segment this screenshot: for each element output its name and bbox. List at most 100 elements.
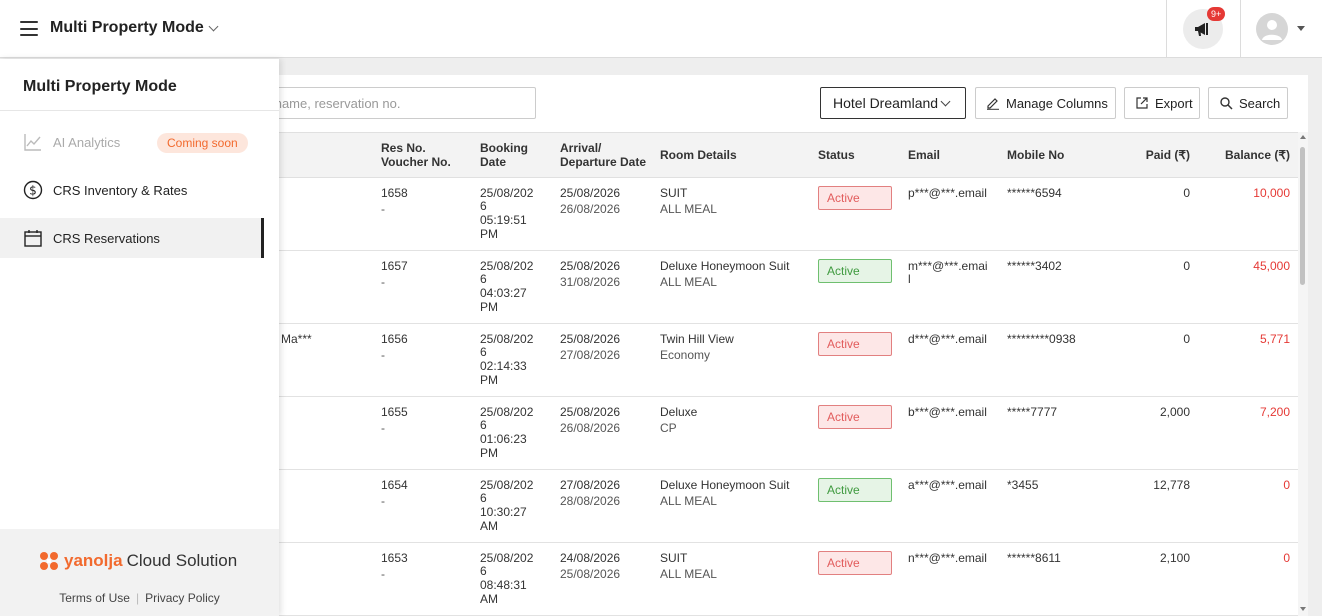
meal-plan: Economy	[660, 348, 711, 362]
booking-ampm: PM	[480, 227, 498, 241]
booking-date-cell: 25/08/202 6 05:19:51 PM	[480, 187, 533, 241]
arrival-departure-cell: 25/08/2026 26/08/2026	[560, 406, 620, 435]
res-no-cell: 1653 -	[381, 552, 408, 581]
booking-date-cell: 25/08/202 6 02:14:33 PM	[480, 333, 533, 387]
manage-columns-button[interactable]: Manage Columns	[975, 87, 1116, 119]
booking-time: 10:30:27	[480, 505, 527, 519]
departure-date: 27/08/2026	[560, 348, 621, 362]
pencil-icon	[987, 98, 999, 110]
terms-link[interactable]: Terms of Use	[59, 591, 130, 605]
table-row[interactable]: 1657-25/08/202 6 04:03:27 PM 25/08/2026 31/08…	[0, 251, 1298, 324]
column-header-label: Voucher No.	[381, 155, 451, 169]
meal-plan: ALL MEAL	[660, 275, 717, 289]
chart-line-icon	[24, 134, 41, 151]
res-no: 1658	[381, 186, 408, 200]
mobile-cell: *****7777	[1007, 405, 1058, 419]
booking-date-cell: 25/08/202 6 10:30:27 AM	[480, 479, 533, 533]
email-cell: n***@***.email	[908, 552, 987, 565]
column-header-label: Booking	[480, 141, 528, 155]
column-header-status[interactable]: Status	[818, 148, 855, 162]
table-row[interactable]: Ma*** 1656-25/08/202 6 02:14:33 PM 25/08/2026…	[0, 324, 1298, 397]
booking-date: 25/08/202	[480, 405, 534, 419]
column-header-booking[interactable]: Booking Date	[480, 141, 528, 169]
column-header-res[interactable]: Res No. Voucher No.	[381, 141, 451, 169]
column-header-arrival[interactable]: Arrival/ Departure Date	[560, 141, 646, 169]
status-badge: Active	[818, 478, 892, 502]
scroll-down-icon[interactable]	[1300, 607, 1306, 611]
avatar[interactable]	[1256, 13, 1288, 45]
brand-logo: yanolja Cloud Solution	[38, 551, 237, 571]
room-type: Deluxe Honeymoon Suit	[660, 478, 790, 492]
search-label: Search	[1239, 95, 1281, 111]
column-header-mobile[interactable]: Mobile No	[1007, 148, 1065, 162]
search-input[interactable]: st name, reservation no.	[250, 87, 536, 119]
sidebar-item-label: AI Analytics	[53, 134, 121, 150]
manage-columns-label: Manage Columns	[1006, 95, 1108, 111]
table-row[interactable]: 1654 - 25/08/202 6 10:30:27 AM 27/08/2026 28/08…	[0, 470, 1298, 543]
booking-date-wrap: 6	[480, 345, 487, 359]
arrival-departure-cell: 25/08/2026 26/08/2026	[560, 187, 620, 216]
res-no: 1655	[381, 405, 408, 419]
hamburger-menu-icon[interactable]	[20, 21, 38, 36]
voucher-no: -	[381, 275, 385, 289]
table-row[interactable]: 1655-25/08/202 6 01:06:23 PM 25/08/2026 26/08…	[0, 397, 1298, 470]
meal-plan: ALL MEAL	[660, 567, 717, 581]
sidebar-item-ai-analytics: AI Analytics	[0, 122, 264, 162]
room-type: SUIT	[660, 186, 688, 200]
scrollbar-thumb[interactable]	[1300, 147, 1305, 285]
paid-cell: 0	[1183, 332, 1190, 346]
balance-cell: 0	[1283, 478, 1290, 492]
mobile-cell: *********0938	[1007, 332, 1076, 346]
chevron-down-icon	[208, 21, 219, 32]
paid-cell: 0	[1183, 186, 1190, 200]
res-no: 1654	[381, 478, 408, 492]
res-no-cell: 1657 -	[381, 260, 408, 289]
scroll-up-icon[interactable]	[1300, 135, 1306, 139]
room-details-cell: Deluxe Honeymoon Suit ALL MEAL	[660, 479, 789, 508]
departure-date: 31/08/2026	[560, 275, 621, 289]
status-badge: Active	[818, 259, 892, 283]
voucher-no: -	[381, 567, 385, 581]
external-link-icon	[1136, 97, 1148, 109]
sidebar-item-crs-inventory[interactable]: $ CRS Inventory & Rates	[0, 170, 264, 210]
arrival-date: 27/08/2026	[560, 478, 621, 492]
privacy-link[interactable]: Privacy Policy	[145, 591, 220, 605]
arrival-departure-cell: 24/08/2026 25/08/2026	[560, 552, 620, 581]
export-label: Export	[1155, 95, 1193, 111]
paid-cell: 2,000	[1159, 405, 1190, 419]
table-row[interactable]: 1658-25/08/202 6 05:19:51 PM 25/08/2026 26/08…	[0, 178, 1298, 251]
booking-time: 01:06:23	[480, 432, 527, 446]
arrival-date: 25/08/2026	[560, 186, 621, 200]
column-header-paid[interactable]: Paid (₹)	[1145, 148, 1190, 162]
sidebar-title: Multi Property Mode	[23, 78, 177, 95]
column-header-balance[interactable]: Balance (₹)	[1225, 148, 1290, 162]
departure-date: 25/08/2026	[560, 567, 621, 581]
arrival-date: 24/08/2026	[560, 551, 621, 565]
mode-selector[interactable]: Multi Property Mode	[50, 19, 219, 37]
hotel-select[interactable]: Hotel Dreamland	[820, 87, 966, 119]
room-type: Deluxe Honeymoon Suit	[660, 259, 790, 273]
room-type: SUIT	[660, 551, 688, 565]
search-button[interactable]: Search	[1208, 87, 1288, 119]
booking-date-wrap: 6	[480, 199, 487, 213]
balance-cell: 45,000	[1253, 259, 1290, 273]
status-badge: Active	[818, 186, 892, 210]
sidebar-item-crs-reservations[interactable]: CRS Reservations	[0, 218, 264, 258]
link-separator: |	[135, 591, 140, 605]
brand-name: yanolja	[64, 551, 123, 570]
booking-date-cell: 25/08/202 6 01:06:23 PM	[480, 406, 533, 460]
booking-date: 25/08/202	[480, 478, 534, 492]
export-button[interactable]: Export	[1124, 87, 1200, 119]
mobile-cell: *3455	[1007, 478, 1039, 492]
dollar-circle-icon: $	[23, 180, 43, 200]
departure-date: 28/08/2026	[560, 494, 621, 508]
scrollbar[interactable]	[1298, 132, 1308, 616]
mobile-cell: ******8611	[1007, 551, 1061, 565]
email-cell: p***@***.email	[908, 187, 987, 200]
column-header-email[interactable]: Email	[908, 148, 941, 162]
email: a***@***.email	[908, 478, 987, 492]
column-header-room[interactable]: Room Details	[660, 148, 737, 162]
caret-down-icon[interactable]	[1297, 26, 1305, 31]
booking-ampm: AM	[480, 592, 498, 606]
mobile-cell: ******6594	[1007, 186, 1062, 200]
